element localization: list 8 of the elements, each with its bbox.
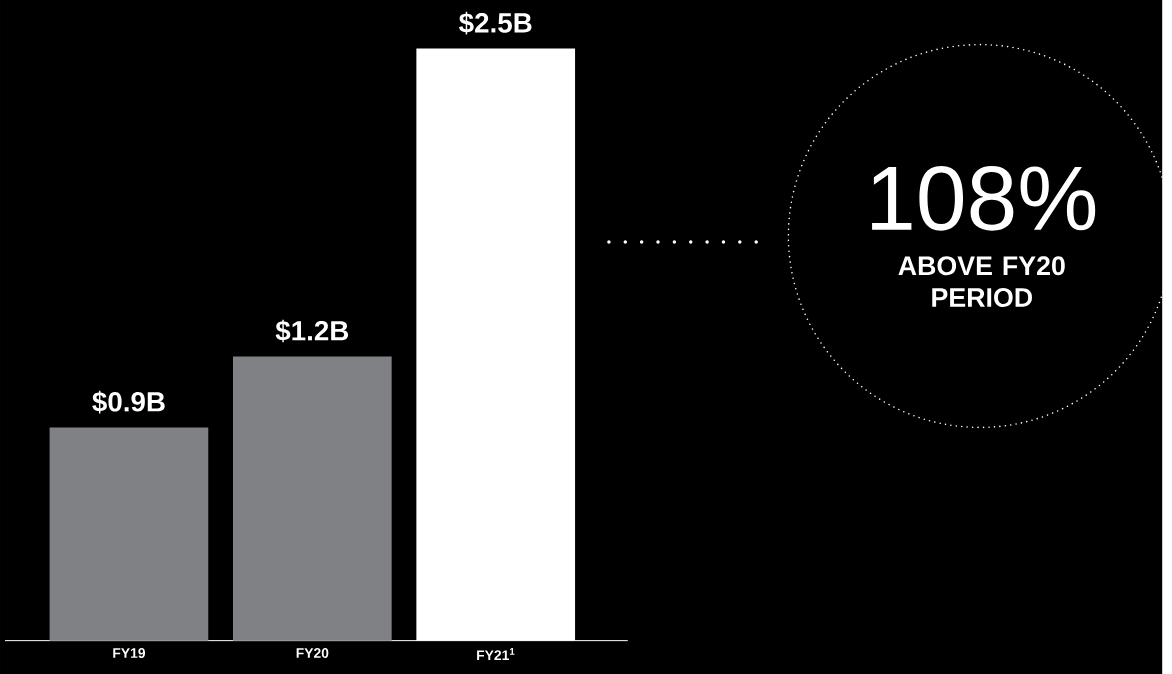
x-tick-label: FY19	[113, 647, 146, 658]
data-label: $2.5B	[459, 11, 532, 35]
text: 108%	[872, 165, 1096, 231]
text: ABOVE FY20 PERIOD	[898, 256, 1065, 307]
data-label: $1.2B	[275, 319, 349, 343]
data-label: $0.9B	[92, 390, 165, 414]
x-tick-label: FY20	[296, 647, 329, 658]
x-tick-label: FY21$^{1}$	[477, 647, 515, 660]
